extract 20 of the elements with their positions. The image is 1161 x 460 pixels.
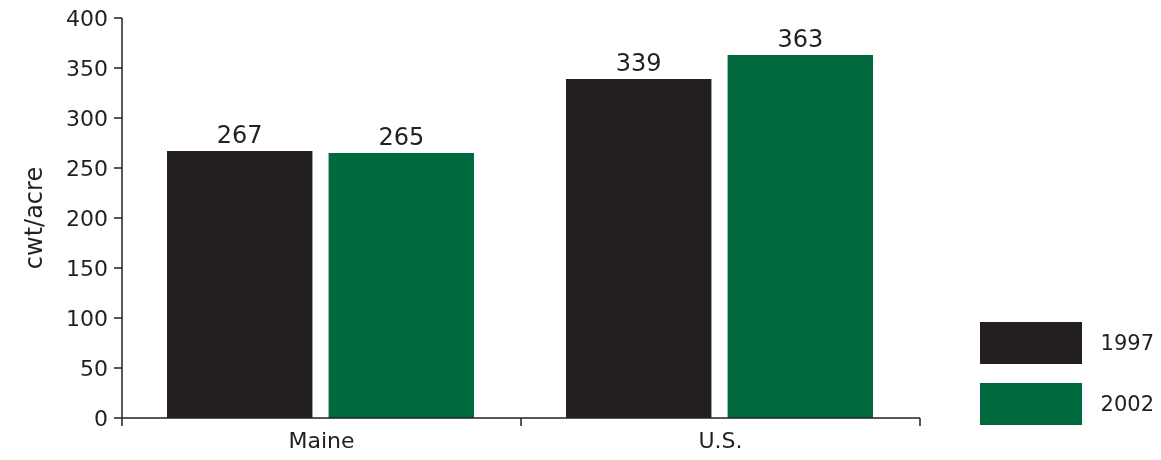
y-axis-title: cwt/acre: [20, 166, 48, 270]
y-tick-label: 400: [66, 5, 108, 31]
y-tick-label: 300: [66, 105, 108, 131]
data-label: 267: [216, 121, 263, 149]
bar: [727, 55, 873, 418]
y-tick-label: 0: [94, 405, 108, 431]
data-label: 363: [777, 25, 824, 53]
y-tick-label: 250: [66, 155, 108, 181]
y-tick-label: 200: [66, 205, 108, 231]
bar: [328, 153, 474, 418]
y-tick-label: 50: [80, 355, 108, 381]
y-tick-label: 100: [66, 305, 108, 331]
data-label: 339: [615, 49, 662, 77]
data-label: 265: [378, 123, 425, 151]
y-tick-label: 350: [66, 55, 108, 81]
x-tick-label: Maine: [288, 428, 355, 453]
x-tick-label: U.S.: [698, 428, 743, 453]
y-tick-label: 150: [66, 255, 108, 281]
legend-label: 1997: [1100, 331, 1154, 356]
legend-label: 2002: [1100, 392, 1154, 417]
